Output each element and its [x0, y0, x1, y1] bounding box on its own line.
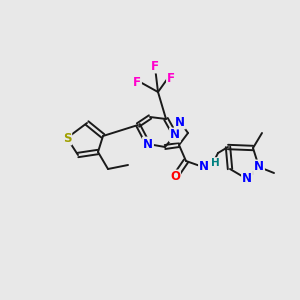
Text: F: F: [167, 71, 175, 85]
Text: S: S: [63, 131, 71, 145]
Text: H: H: [211, 158, 219, 168]
Text: O: O: [170, 170, 180, 184]
Text: N: N: [170, 128, 180, 142]
Text: F: F: [151, 59, 159, 73]
Text: N: N: [143, 137, 153, 151]
Text: N: N: [242, 172, 252, 185]
Text: N: N: [254, 160, 264, 173]
Text: N: N: [175, 116, 185, 128]
Text: F: F: [133, 76, 141, 88]
Text: N: N: [199, 160, 209, 173]
